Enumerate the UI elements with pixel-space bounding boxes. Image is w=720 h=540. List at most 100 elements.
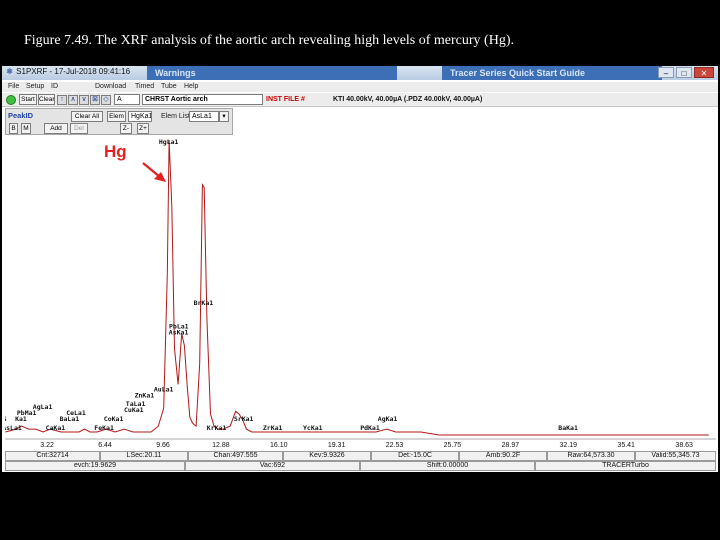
status-chan: Chan:497.555 [188,451,283,461]
x-tick-label: 9.66 [156,442,170,449]
b-button[interactable]: B [9,123,18,134]
figure-caption: Figure 7.49. The XRF analysis of the aor… [24,33,514,48]
peak-label-caka1: CaKa1 [46,424,66,432]
start-button[interactable]: Start [19,94,37,105]
toolbar: Start Clear ↑ ∧ ∨ ⊠ ◇ ◇ A CHRST Aortic a… [2,93,718,107]
menu-id[interactable]: ID [51,83,58,90]
menu-bar: File Setup ID Download Timed Tube Help [2,82,718,92]
peak-label-aula1: AuLa1 [154,385,174,393]
stop-icon[interactable]: ⊠ [90,95,100,105]
peak-label-ka1: Ka1 [15,415,27,423]
peak-label-pbma1: PbMa1 [17,409,37,417]
peak-label-s: S [5,415,7,423]
menu-download[interactable]: Download [95,83,127,90]
status-cnt: Cnt:32714 [5,451,100,461]
peak-label-zrka1: ZrKa1 [263,424,283,432]
status-vac: Vac:692 [185,461,360,471]
peak-label-krka1: KrKa1 [207,424,227,432]
peak-label-ycka1: YcKa1 [303,424,323,432]
up-chevron-icon[interactable]: ∧ [68,95,78,105]
status-shift: Shift:0.00000 [360,461,535,471]
status-det: Det:-15.0C [371,451,459,461]
background-window-quickstart[interactable]: Tracer Series Quick Start Guide [442,66,662,80]
peak-label-cuka1: CuKa1 [124,406,144,414]
peak-label-pbla1: PbLa1 [169,323,189,331]
peak-label-hgla1: HgLa1 [159,138,179,146]
channel-select[interactable]: A [114,94,140,105]
peak-label-pdka1: PdKa1 [360,424,380,432]
status-bar-row-1: Cnt:32714 LSec:20.11 Chan:497.555 Kev:9.… [5,451,716,461]
elem-list-select[interactable]: AsLa1 [189,111,219,122]
minimize-button[interactable]: – [658,67,674,78]
x-tick-label: 38.63 [675,442,693,449]
peak-label-feka1: FeKa1 [94,424,114,432]
spectrum-plot[interactable]: AsLa1SKa1PbMa1AgLa1CaKa1BaLa1CeLa1FeKa1C… [5,136,716,440]
status-evch: evch:19.9629 [5,461,185,471]
status-instrument: TRACERTurbo [535,461,716,471]
add-button[interactable]: Add [44,123,68,134]
elem-list-label: Elem List [161,113,190,120]
peak-label-znka1: ZnKa1 [135,391,155,399]
status-lsec: LSec:20.11 [100,451,188,461]
hg-arrow-head [154,172,166,182]
peak-label-brka1: BrKa1 [194,299,214,307]
menu-setup[interactable]: Setup [26,83,45,90]
xrf-application-window: Warnings Tracer Series Quick Start Guide… [2,66,718,472]
close-button[interactable]: ✕ [694,67,714,78]
x-tick-label: 12.88 [212,442,230,449]
upload-arrow-icon[interactable]: ↑ [57,95,67,105]
elem-field[interactable]: HgKa1 [128,111,152,122]
down-chevron-icon[interactable]: ∨ [79,95,89,105]
background-window-warnings[interactable]: Warnings [147,66,397,80]
peakid-panel: PeakID B M Clear All Elem HgKa1 Elem Lis… [5,108,233,135]
chevron-down-icon[interactable]: ▾ [219,111,229,122]
x-tick-label: 32.19 [559,442,578,449]
x-tick-label: 16.10 [270,442,288,449]
peak-label-agka1: AgKa1 [378,415,398,423]
hg-arrow-icon [142,162,166,182]
app-icon: ⚛ [6,67,14,76]
x-tick-label: 28.97 [501,442,520,449]
hg-annotation-label: Hg [104,142,127,161]
z-plus-button[interactable]: Z+ [137,123,149,134]
peak-label-srka1: SrKa1 [234,415,254,423]
window-title: ⚛ S1PXRF - 17-Jul-2018 09:41:16 [6,67,130,76]
sample-name-field[interactable]: CHRST Aortic arch [142,94,263,105]
elem-button[interactable]: Elem [107,111,126,122]
status-bar-row-2: evch:19.9629 Vac:692 Shift:0.00000 TRACE… [5,461,716,471]
x-tick-label: 22.53 [385,442,404,449]
x-tick-label: 19.31 [327,442,346,449]
peak-label-group: AsLa1SKa1PbMa1AgLa1CaKa1BaLa1CeLa1FeKa1C… [5,138,578,432]
del-button[interactable]: Del [70,123,88,134]
peak-label-cela1: CeLa1 [66,409,86,417]
menu-tube[interactable]: Tube [161,83,177,90]
menu-timed[interactable]: Timed [135,83,155,90]
spectrum-line [5,139,709,436]
diamond-icon-1[interactable]: ◇ [101,95,111,105]
x-tick-label: 3.22 [40,442,54,449]
peak-label-tala1: TaLa1 [126,400,146,408]
inst-file-status: INST FILE # [266,96,305,103]
status-valid: Valid:55,345.73 [635,451,716,461]
peak-label-aska1: AsKa1 [169,329,189,337]
status-raw: Raw:64,573.30 [547,451,635,461]
peak-label-coka1: CoKa1 [104,415,124,423]
m-button[interactable]: M [21,123,31,134]
status-kev: Kev:9.9326 [283,451,371,461]
peakid-title: PeakID [8,111,34,120]
status-amb: Amb:90.2F [459,451,547,461]
x-tick-label: 6.44 [98,442,112,449]
menu-file[interactable]: File [8,83,20,90]
menu-help[interactable]: Help [184,83,199,90]
title-bar[interactable]: Warnings Tracer Series Quick Start Guide… [2,66,718,80]
maximize-button[interactable]: □ [676,67,692,78]
clear-button[interactable]: Clear [38,94,55,105]
clear-all-button[interactable]: Clear All [71,111,103,122]
peak-label-asla1: AsLa1 [5,424,22,432]
x-tick-label: 25.75 [443,442,462,449]
x-tick-label: 35.41 [617,442,635,449]
z-minus-button[interactable]: Z- [120,123,132,134]
peak-label-agla1: AgLa1 [33,403,53,411]
status-led-icon [6,95,16,105]
peak-label-baka1: BaKa1 [558,424,578,432]
